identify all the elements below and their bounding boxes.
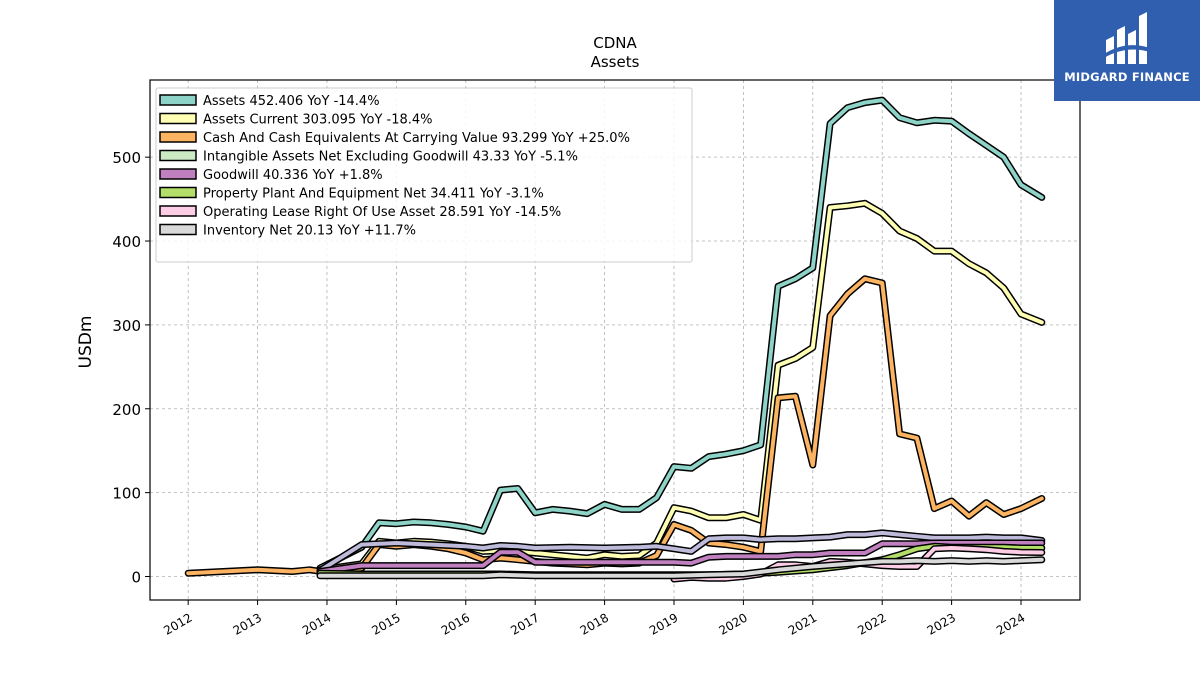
- legend-swatch: [159, 168, 197, 180]
- y-tick-label: 300: [112, 317, 141, 335]
- legend-box: [155, 87, 693, 263]
- legend-item: Goodwill 40.336 YoY +1.8%: [159, 168, 383, 183]
- legend-item: Property Plant And Equipment Net 34.411 …: [159, 186, 544, 202]
- legend-swatch: [159, 112, 197, 125]
- chart-subtitle: Assets: [591, 53, 640, 71]
- legend-swatch: [159, 149, 197, 162]
- x-tick-label: 2021: [786, 610, 819, 637]
- y-tick-label: 200: [112, 401, 141, 419]
- legend-item: Cash And Cash Equivalents At Carrying Va…: [159, 131, 630, 146]
- logo-mark-icon: [1104, 12, 1150, 64]
- legend-item: Operating Lease Right Of Use Asset 28.59…: [159, 205, 561, 220]
- legend-label: Intangible Assets Net Excluding Goodwill…: [203, 150, 578, 165]
- y-tick-label: 400: [112, 233, 141, 251]
- series-7: [316, 556, 1046, 580]
- y-tick-label: 500: [112, 149, 141, 167]
- series-line-outline: [184, 275, 1046, 577]
- series-2: [184, 275, 1046, 577]
- legend: Assets 452.406 YoY -14.4% Assets Current …: [155, 87, 693, 263]
- x-tick-label: 2024: [994, 610, 1027, 637]
- y-axis-label: USDm: [76, 316, 96, 369]
- series-4: [316, 539, 1046, 575]
- legend-label: Inventory Net 20.13 YoY +11.7%: [203, 224, 416, 239]
- x-tick-label: 2022: [855, 610, 888, 637]
- series-line: [186, 276, 1044, 576]
- series-line: [318, 530, 1044, 573]
- x-tick-label: 2017: [508, 610, 541, 637]
- legend-label: Operating Lease Right Of Use Asset 28.59…: [203, 205, 561, 220]
- series-lines: [184, 96, 1046, 583]
- legend-swatch: [159, 205, 197, 217]
- plot-frame: [149, 79, 1081, 601]
- legend-label: Cash And Cash Equivalents At Carrying Va…: [203, 131, 630, 146]
- legend-label: Assets 452.406 YoY -14.4%: [203, 94, 380, 109]
- series-line: [318, 98, 1044, 571]
- legend-swatch: [159, 94, 197, 106]
- legend-item: Intangible Assets Net Excluding Goodwill…: [159, 149, 578, 165]
- x-tick-label: 2013: [231, 610, 264, 637]
- x-tick-label: 2016: [439, 610, 472, 637]
- midgard-finance-logo: MIDGARD FINANCE: [1054, 0, 1200, 101]
- series-line: [318, 541, 1044, 574]
- x-tick-label: 2014: [300, 610, 333, 637]
- legend-label: Assets Current 303.095 YoY -18.4%: [203, 113, 433, 128]
- x-tick-label: 2012: [161, 610, 194, 637]
- legend-item: Inventory Net 20.13 YoY +11.7%: [159, 223, 416, 239]
- x-tick-label: 2023: [925, 610, 958, 637]
- legend-label: Goodwill 40.336 YoY +1.8%: [203, 168, 383, 183]
- legend-swatch: [159, 223, 197, 236]
- series-0: [316, 96, 1046, 572]
- series-3: [316, 529, 1046, 575]
- logo-text: MIDGARD FINANCE: [1064, 70, 1190, 84]
- y-tick-label: 100: [112, 485, 141, 503]
- legend-swatch: [159, 186, 197, 199]
- series-line: [318, 557, 1044, 578]
- y-tick-label: 0: [131, 569, 141, 587]
- x-tick-label: 2015: [369, 610, 402, 637]
- legend-item: Assets 452.406 YoY -14.4%: [159, 94, 380, 109]
- x-tick-label: 2019: [647, 610, 680, 637]
- chart-title: CDNA: [593, 34, 637, 52]
- legend-swatch: [159, 131, 197, 143]
- legend-item: Assets Current 303.095 YoY -18.4%: [159, 112, 433, 128]
- x-tick-label: 2018: [578, 610, 611, 637]
- x-tick-label: 2020: [716, 610, 749, 637]
- legend-label: Property Plant And Equipment Net 34.411 …: [203, 187, 544, 202]
